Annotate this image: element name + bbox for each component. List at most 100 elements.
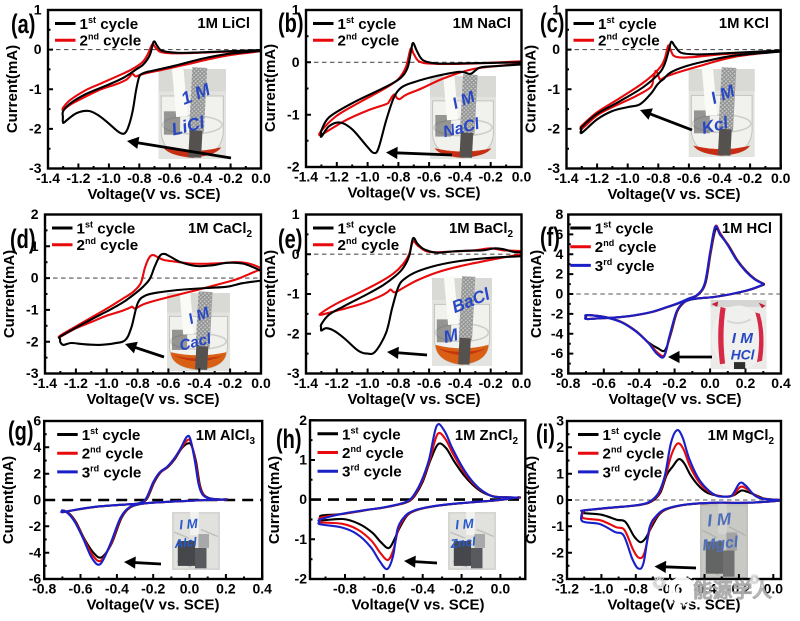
svg-text:-1.0: -1.0 bbox=[356, 375, 380, 391]
svg-text:Current(mA): Current(mA) bbox=[523, 45, 540, 133]
svg-text:-6: -6 bbox=[551, 345, 564, 361]
svg-text:-1.2: -1.2 bbox=[555, 581, 579, 597]
svg-text:-0.8: -0.8 bbox=[386, 169, 410, 185]
svg-text:1M BaCl2: 1M BaCl2 bbox=[449, 221, 513, 240]
svg-text:2: 2 bbox=[556, 266, 564, 282]
svg-text:M: M bbox=[441, 324, 460, 347]
svg-text:0.2: 0.2 bbox=[216, 581, 236, 597]
svg-text:0.4: 0.4 bbox=[252, 581, 272, 597]
svg-text:-0.6: -0.6 bbox=[156, 375, 180, 391]
svg-text:-1: -1 bbox=[287, 286, 300, 302]
svg-text:2: 2 bbox=[556, 439, 564, 455]
svg-text:-0.6: -0.6 bbox=[158, 170, 182, 186]
svg-text:-1.0: -1.0 bbox=[589, 581, 613, 597]
svg-text:1: 1 bbox=[34, 2, 42, 18]
svg-text:8: 8 bbox=[556, 206, 564, 222]
svg-text:Voltage(V vs. SCE): Voltage(V vs. SCE) bbox=[86, 391, 219, 408]
svg-text:(g): (g) bbox=[8, 416, 34, 447]
svg-text:-0.8: -0.8 bbox=[386, 375, 410, 391]
svg-text:Voltage(V vs. SCE): Voltage(V vs. SCE) bbox=[351, 597, 484, 614]
svg-text:-1.4: -1.4 bbox=[33, 375, 57, 391]
svg-text:-4: -4 bbox=[551, 325, 564, 341]
svg-text:Voltage(V vs. SCE): Voltage(V vs. SCE) bbox=[87, 186, 220, 203]
svg-text:-2: -2 bbox=[295, 571, 308, 587]
svg-text:-0.6: -0.6 bbox=[68, 581, 92, 597]
svg-text:0.0: 0.0 bbox=[512, 169, 532, 185]
svg-text:Current(mA): Current(mA) bbox=[1, 250, 18, 338]
svg-text:Voltage(V vs. SCE): Voltage(V vs. SCE) bbox=[607, 186, 740, 203]
svg-text:1: 1 bbox=[292, 2, 300, 18]
svg-text:-1: -1 bbox=[29, 81, 42, 97]
svg-text:Alcl: Alcl bbox=[173, 535, 198, 551]
svg-text:-3: -3 bbox=[287, 365, 300, 381]
svg-text:-0.6: -0.6 bbox=[417, 169, 441, 185]
svg-text:-2: -2 bbox=[26, 333, 39, 349]
svg-text:-3: -3 bbox=[26, 365, 39, 381]
svg-text:-1: -1 bbox=[287, 106, 300, 122]
svg-text:-1.0: -1.0 bbox=[97, 170, 121, 186]
svg-text:(f): (f) bbox=[540, 222, 560, 253]
svg-text:-1: -1 bbox=[552, 518, 565, 534]
svg-text:-2: -2 bbox=[287, 325, 300, 341]
svg-text:-0.2: -0.2 bbox=[218, 375, 242, 391]
svg-text:-2: -2 bbox=[551, 306, 564, 322]
svg-text:-0.2: -0.2 bbox=[479, 169, 503, 185]
svg-text:0: 0 bbox=[34, 41, 42, 57]
svg-text:(a): (a) bbox=[11, 9, 35, 40]
svg-text:0: 0 bbox=[292, 54, 300, 70]
svg-text:0: 0 bbox=[299, 491, 307, 507]
svg-text:-1: -1 bbox=[548, 81, 561, 97]
svg-text:-1.4: -1.4 bbox=[294, 375, 318, 391]
svg-text:Voltage(V vs. SCE): Voltage(V vs. SCE) bbox=[347, 185, 480, 202]
svg-text:0: 0 bbox=[552, 41, 560, 57]
svg-text:Voltage(V vs. SCE): Voltage(V vs. SCE) bbox=[607, 597, 740, 614]
svg-text:Current(mA): Current(mA) bbox=[528, 250, 545, 338]
svg-text:-0.4: -0.4 bbox=[707, 170, 731, 186]
svg-text:0.0: 0.0 bbox=[251, 170, 271, 186]
svg-text:-4: -4 bbox=[29, 544, 42, 560]
svg-text:-0.4: -0.4 bbox=[692, 581, 716, 597]
svg-text:能源学人: 能源学人 bbox=[693, 579, 772, 602]
svg-text:-0.4: -0.4 bbox=[188, 170, 212, 186]
svg-text:0: 0 bbox=[33, 492, 41, 508]
svg-text:-1.2: -1.2 bbox=[325, 375, 349, 391]
svg-text:-1.0: -1.0 bbox=[356, 169, 380, 185]
svg-text:-0.4: -0.4 bbox=[105, 581, 129, 597]
svg-text:1: 1 bbox=[552, 2, 560, 18]
svg-text:-0.6: -0.6 bbox=[372, 581, 396, 597]
svg-text:4: 4 bbox=[556, 246, 564, 262]
svg-text:0: 0 bbox=[31, 270, 39, 286]
svg-text:0.0: 0.0 bbox=[251, 375, 271, 391]
svg-text:-0.2: -0.2 bbox=[479, 375, 503, 391]
svg-text:1: 1 bbox=[299, 452, 307, 468]
svg-text:-2: -2 bbox=[29, 518, 42, 534]
svg-text:-0.8: -0.8 bbox=[333, 581, 357, 597]
svg-text:-1.2: -1.2 bbox=[64, 375, 88, 391]
svg-text:-0.2: -0.2 bbox=[219, 170, 243, 186]
svg-text:0.0: 0.0 bbox=[180, 581, 200, 597]
svg-text:0.0: 0.0 bbox=[491, 581, 511, 597]
svg-text:-1.4: -1.4 bbox=[36, 170, 60, 186]
svg-text:2: 2 bbox=[33, 465, 41, 481]
svg-text:-1.0: -1.0 bbox=[95, 375, 119, 391]
svg-text:-0.2: -0.2 bbox=[727, 581, 751, 597]
svg-text:Mgcl: Mgcl bbox=[702, 534, 740, 555]
svg-text:-1: -1 bbox=[26, 302, 39, 318]
svg-text:-8: -8 bbox=[551, 365, 564, 381]
svg-text:1st cycle: 1st cycle bbox=[80, 15, 139, 33]
svg-text:4: 4 bbox=[33, 439, 41, 455]
svg-text:-1.4: -1.4 bbox=[554, 170, 578, 186]
svg-text:I M: I M bbox=[706, 508, 732, 530]
svg-text:6: 6 bbox=[33, 413, 41, 429]
svg-text:1M AlCl3: 1M AlCl3 bbox=[196, 428, 256, 447]
svg-text:-0.4: -0.4 bbox=[448, 169, 472, 185]
svg-text:-0.6: -0.6 bbox=[592, 375, 616, 391]
svg-text:-6: -6 bbox=[29, 571, 42, 587]
svg-text:0: 0 bbox=[292, 246, 300, 262]
svg-text:-2: -2 bbox=[548, 121, 561, 137]
svg-text:(c): (c) bbox=[540, 8, 564, 39]
svg-text:0.0: 0.0 bbox=[512, 375, 532, 391]
svg-text:0.0: 0.0 bbox=[700, 375, 720, 391]
svg-text:-0.2: -0.2 bbox=[141, 581, 165, 597]
svg-text:1M MgCl2: 1M MgCl2 bbox=[708, 428, 775, 447]
